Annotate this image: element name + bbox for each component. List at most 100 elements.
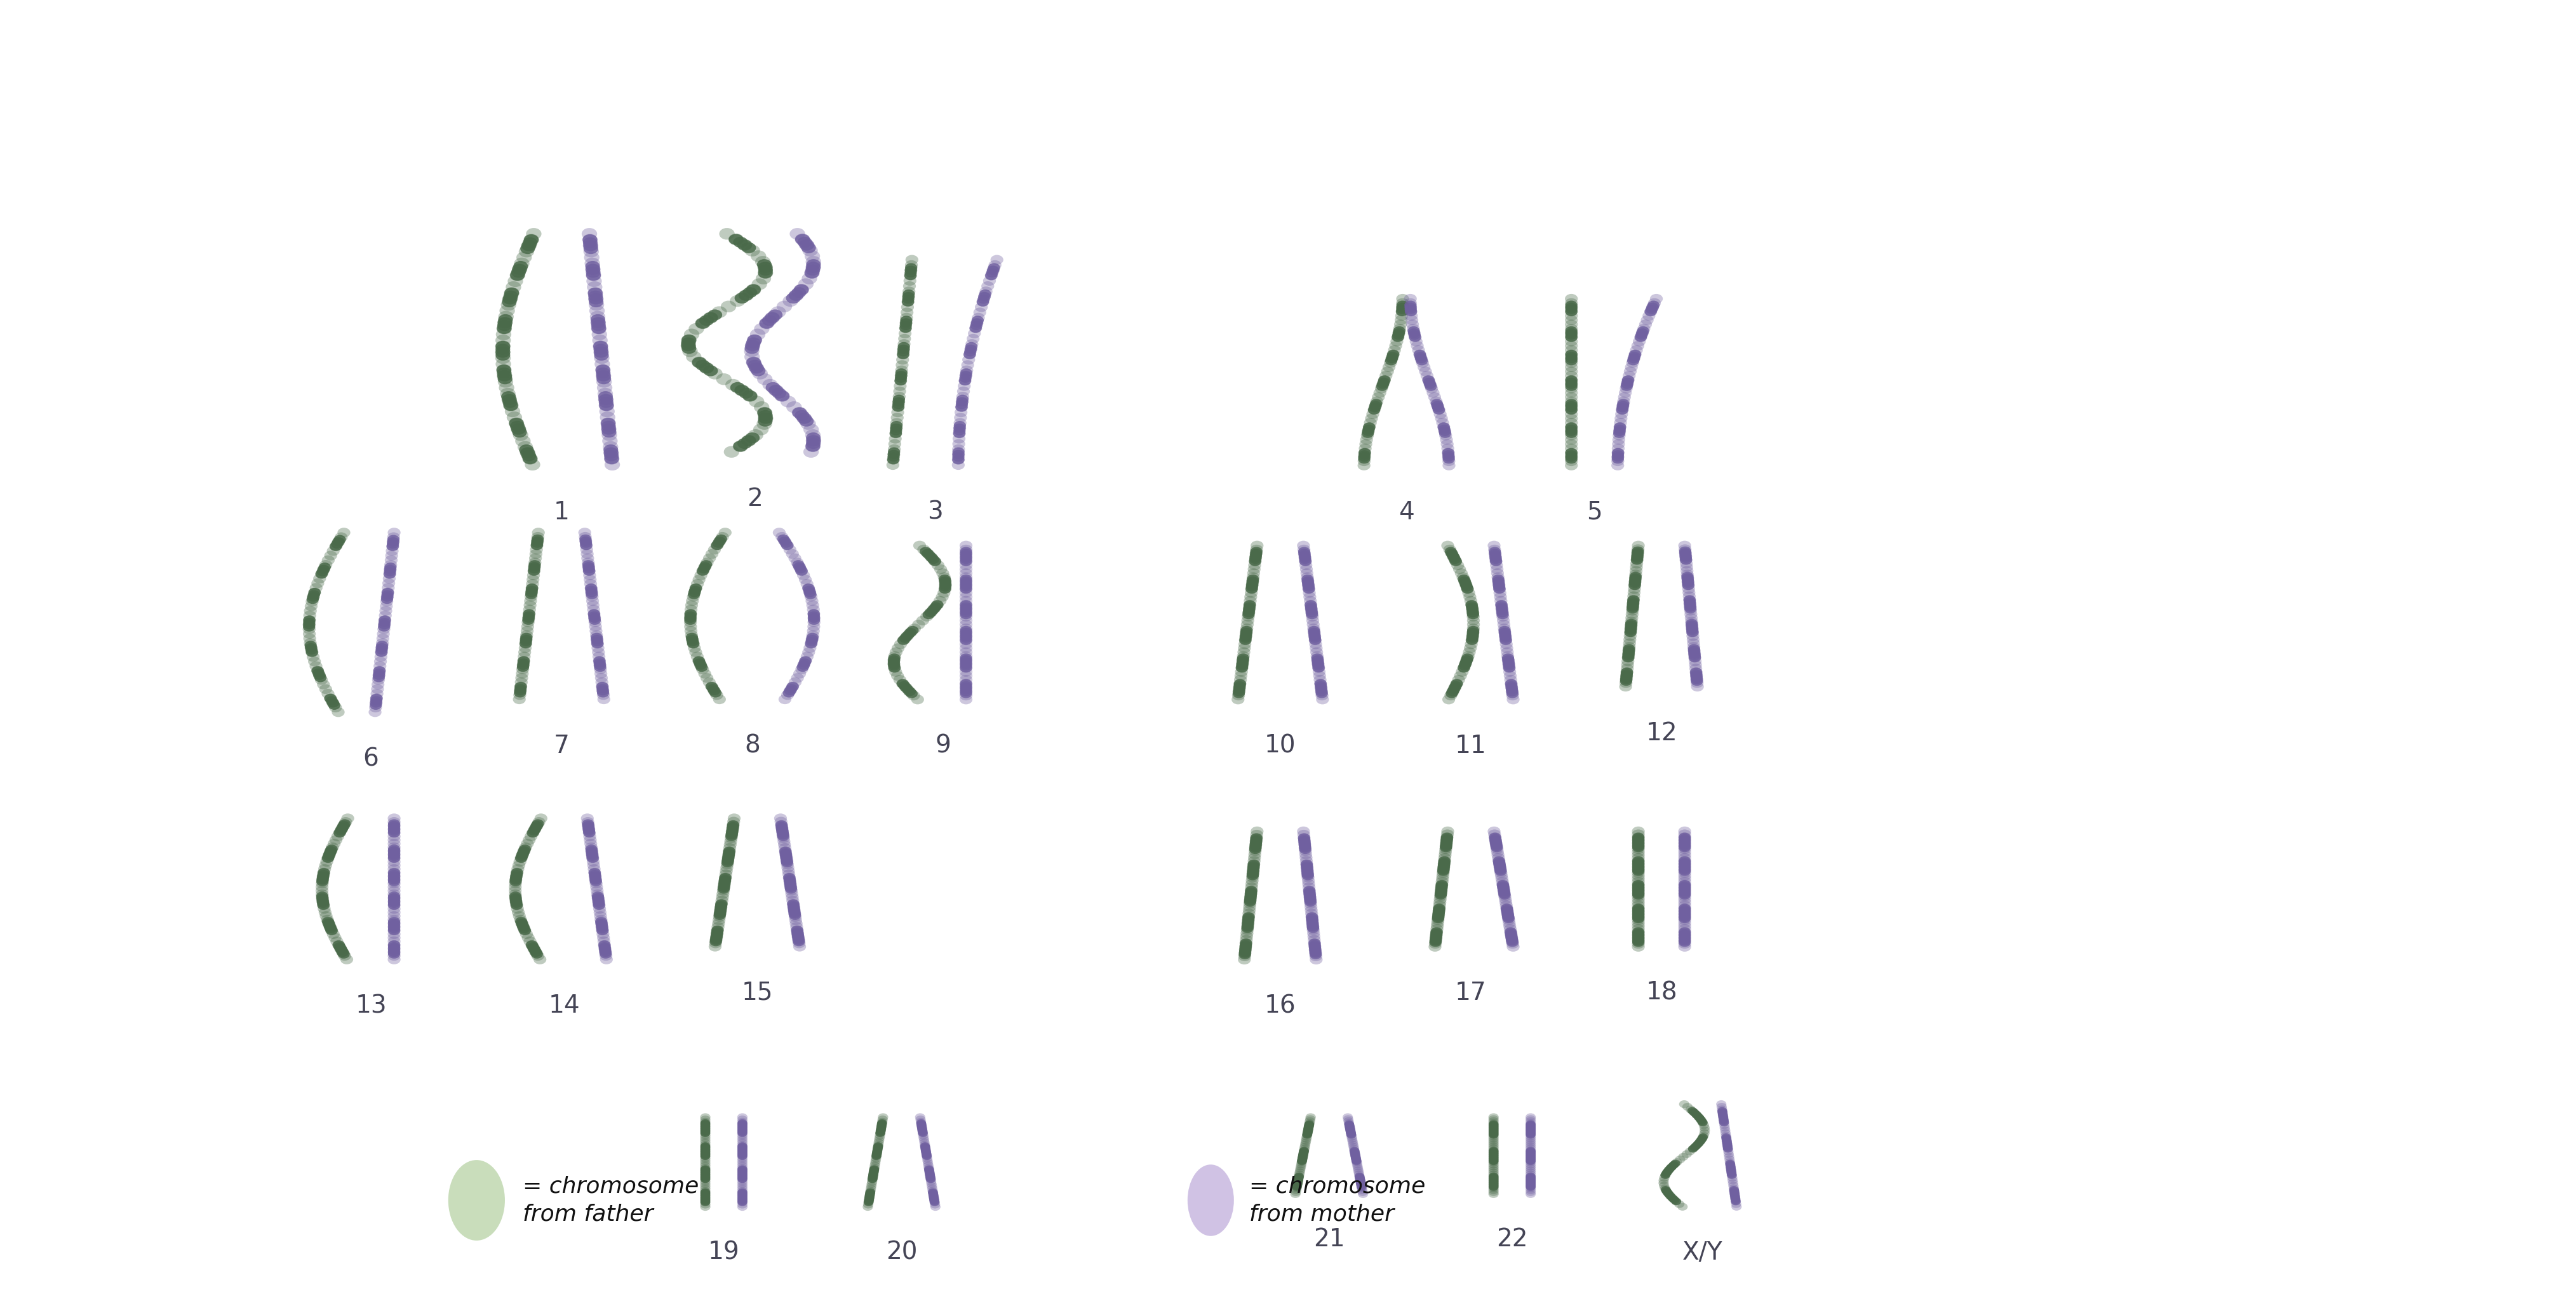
Ellipse shape	[1682, 574, 1695, 583]
Ellipse shape	[783, 686, 796, 696]
Ellipse shape	[1252, 826, 1265, 837]
Ellipse shape	[963, 344, 976, 355]
Ellipse shape	[1249, 551, 1262, 560]
Ellipse shape	[866, 1192, 873, 1200]
Ellipse shape	[1443, 695, 1455, 704]
Ellipse shape	[531, 544, 544, 555]
Ellipse shape	[523, 234, 538, 246]
Ellipse shape	[1680, 907, 1692, 916]
Ellipse shape	[961, 585, 971, 594]
Ellipse shape	[701, 1179, 711, 1187]
Ellipse shape	[1437, 861, 1450, 870]
Ellipse shape	[1311, 657, 1324, 666]
Ellipse shape	[989, 260, 1002, 270]
Ellipse shape	[1631, 556, 1643, 565]
Ellipse shape	[750, 362, 765, 374]
Ellipse shape	[1360, 435, 1373, 444]
Ellipse shape	[507, 275, 523, 287]
Ellipse shape	[327, 700, 340, 709]
Ellipse shape	[1494, 861, 1507, 870]
Ellipse shape	[804, 251, 819, 262]
Ellipse shape	[1566, 401, 1577, 410]
Ellipse shape	[1494, 856, 1504, 865]
Ellipse shape	[526, 940, 538, 950]
Ellipse shape	[1358, 451, 1370, 460]
Ellipse shape	[925, 1170, 935, 1177]
Ellipse shape	[1489, 1169, 1499, 1177]
Ellipse shape	[317, 568, 330, 577]
Ellipse shape	[526, 574, 538, 585]
Ellipse shape	[1404, 305, 1417, 314]
Ellipse shape	[804, 268, 819, 279]
Ellipse shape	[938, 588, 951, 598]
Ellipse shape	[1695, 1113, 1705, 1121]
Ellipse shape	[796, 665, 809, 674]
Ellipse shape	[953, 423, 966, 433]
Ellipse shape	[1296, 1157, 1306, 1165]
Ellipse shape	[1628, 595, 1641, 605]
Ellipse shape	[781, 539, 793, 548]
Ellipse shape	[729, 382, 744, 394]
Ellipse shape	[1685, 599, 1695, 608]
Ellipse shape	[1620, 669, 1633, 678]
Ellipse shape	[1525, 1178, 1535, 1186]
Ellipse shape	[788, 916, 801, 925]
Ellipse shape	[337, 948, 348, 957]
Ellipse shape	[1669, 1161, 1680, 1168]
Ellipse shape	[335, 535, 345, 544]
Ellipse shape	[1489, 555, 1502, 564]
Ellipse shape	[1680, 898, 1692, 907]
Ellipse shape	[1450, 557, 1463, 566]
Ellipse shape	[1690, 1108, 1698, 1116]
Ellipse shape	[1489, 1174, 1499, 1182]
Ellipse shape	[386, 940, 402, 950]
Ellipse shape	[389, 872, 399, 881]
Ellipse shape	[737, 1142, 747, 1150]
Ellipse shape	[953, 455, 966, 465]
Ellipse shape	[896, 635, 909, 646]
Ellipse shape	[1502, 662, 1515, 673]
Ellipse shape	[386, 857, 402, 866]
Ellipse shape	[701, 1167, 711, 1174]
Ellipse shape	[1489, 1130, 1499, 1138]
Ellipse shape	[502, 391, 515, 403]
Ellipse shape	[1698, 1131, 1708, 1139]
Ellipse shape	[922, 1150, 933, 1157]
Ellipse shape	[961, 574, 971, 583]
Ellipse shape	[1293, 1174, 1303, 1182]
Ellipse shape	[1298, 556, 1311, 566]
Ellipse shape	[1633, 840, 1643, 850]
Ellipse shape	[889, 656, 899, 665]
Ellipse shape	[590, 320, 605, 331]
Ellipse shape	[526, 579, 538, 588]
Ellipse shape	[304, 616, 317, 625]
Ellipse shape	[891, 400, 904, 409]
Ellipse shape	[935, 564, 948, 574]
Ellipse shape	[938, 585, 951, 594]
Ellipse shape	[381, 595, 394, 604]
Ellipse shape	[889, 660, 899, 669]
Ellipse shape	[337, 527, 350, 538]
Ellipse shape	[1311, 660, 1324, 669]
Ellipse shape	[386, 533, 399, 542]
Ellipse shape	[760, 317, 775, 329]
Ellipse shape	[497, 375, 513, 387]
Ellipse shape	[1386, 356, 1396, 365]
Ellipse shape	[1242, 912, 1255, 922]
Ellipse shape	[1443, 456, 1455, 466]
Ellipse shape	[1247, 863, 1260, 873]
Ellipse shape	[1244, 899, 1257, 908]
Ellipse shape	[1430, 937, 1443, 946]
Ellipse shape	[580, 533, 592, 542]
Ellipse shape	[1435, 890, 1448, 899]
Ellipse shape	[894, 381, 907, 391]
Ellipse shape	[592, 660, 605, 670]
Ellipse shape	[701, 1137, 711, 1144]
Ellipse shape	[1489, 826, 1499, 837]
Ellipse shape	[600, 951, 613, 961]
Ellipse shape	[582, 826, 595, 835]
Ellipse shape	[889, 662, 902, 673]
Ellipse shape	[1247, 872, 1260, 881]
Ellipse shape	[886, 455, 899, 464]
Ellipse shape	[307, 590, 319, 599]
